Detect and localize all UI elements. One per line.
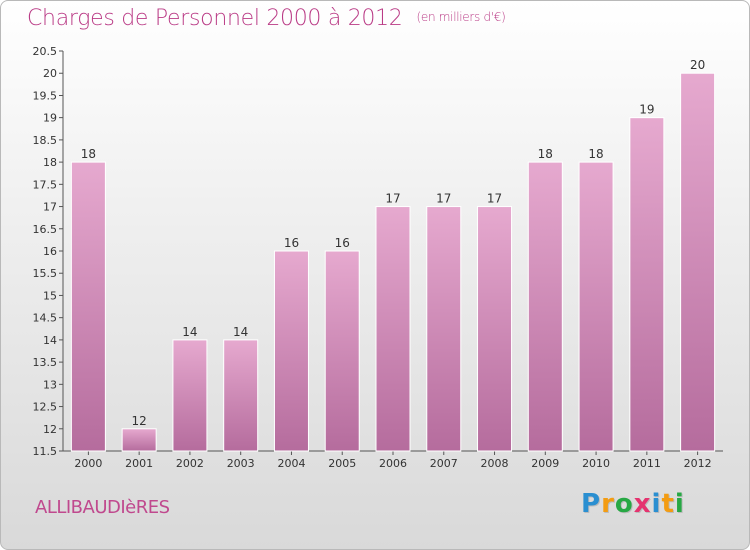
- y-tick-label: 19.5: [33, 89, 58, 102]
- y-tick-label: 11.5: [33, 445, 58, 458]
- bar: [121, 428, 157, 452]
- bar-value-label: 14: [182, 325, 197, 339]
- x-tick-label: 2006: [379, 457, 407, 470]
- bar: [172, 339, 208, 452]
- commune-name: ALLIBAUDIèRES: [35, 497, 170, 518]
- bar: [375, 206, 411, 452]
- logo-letter: x: [633, 489, 652, 519]
- bar-value-label: 17: [385, 192, 400, 206]
- y-tick-label: 20: [43, 67, 57, 80]
- x-tick-label: 2007: [430, 457, 458, 470]
- y-tick-label: 12.5: [33, 401, 58, 414]
- x-tick-label: 2002: [176, 457, 204, 470]
- x-tick-label: 2010: [582, 457, 610, 470]
- y-tick-label: 15.5: [33, 267, 58, 280]
- bar-value-label: 17: [487, 192, 502, 206]
- bar-value-label: 19: [639, 103, 654, 117]
- y-tick-label: 13.5: [33, 356, 58, 369]
- x-tick-label: 2003: [227, 457, 255, 470]
- x-tick-label: 2011: [633, 457, 661, 470]
- bar: [680, 72, 716, 452]
- x-tick-label: 2001: [125, 457, 153, 470]
- x-tick-label: 2008: [481, 457, 509, 470]
- bar-value-label: 12: [132, 414, 147, 428]
- y-tick-label: 19: [43, 112, 57, 125]
- proxiti-logo: Proxiti: [581, 489, 685, 519]
- x-tick-label: 2005: [328, 457, 356, 470]
- y-tick-label: 17: [43, 201, 57, 214]
- x-tick-label: 2012: [684, 457, 712, 470]
- chart-title-text: Charges de Personnel 2000 à 2012: [27, 6, 403, 31]
- y-tick-label: 18: [43, 156, 57, 169]
- bar: [273, 250, 309, 452]
- chart-title: Charges de Personnel 2000 à 2012 (en mill…: [27, 6, 506, 31]
- logo-letter: P: [581, 489, 602, 519]
- bar: [70, 161, 106, 452]
- y-tick-label: 17.5: [33, 178, 58, 191]
- bar-value-label: 16: [284, 236, 299, 250]
- y-tick-label: 13: [43, 378, 57, 391]
- bar-value-label: 14: [233, 325, 248, 339]
- bar: [578, 161, 614, 452]
- logo-letter: i: [651, 489, 662, 519]
- bar: [324, 250, 360, 452]
- bar: [426, 206, 462, 452]
- logo-letter: r: [601, 489, 615, 519]
- y-tick-label: 14.5: [33, 312, 58, 325]
- y-tick-label: 18.5: [33, 134, 58, 147]
- x-tick-label: 2000: [74, 457, 102, 470]
- y-tick-label: 16: [43, 245, 57, 258]
- bar-value-label: 18: [588, 147, 603, 161]
- bar-value-label: 16: [335, 236, 350, 250]
- y-tick-label: 16.5: [33, 223, 58, 236]
- logo-letter: o: [614, 489, 634, 519]
- bar: [477, 206, 513, 452]
- y-tick-label: 15: [43, 289, 57, 302]
- x-tick-label: 2009: [531, 457, 559, 470]
- bar-value-label: 20: [690, 58, 705, 72]
- x-tick-label: 2004: [277, 457, 305, 470]
- y-tick-label: 14: [43, 334, 57, 347]
- y-tick-label: 20.5: [33, 45, 58, 58]
- bar: [223, 339, 259, 452]
- bar-value-label: 18: [538, 147, 553, 161]
- bar-value-label: 18: [81, 147, 96, 161]
- bar: [629, 117, 665, 452]
- bar-value-label: 17: [436, 192, 451, 206]
- y-tick-label: 12: [43, 423, 57, 436]
- logo-letter: i: [674, 489, 685, 519]
- chart-subtitle: (en milliers d'€): [416, 10, 506, 24]
- logo-letter: t: [661, 489, 675, 519]
- bar: [527, 161, 563, 452]
